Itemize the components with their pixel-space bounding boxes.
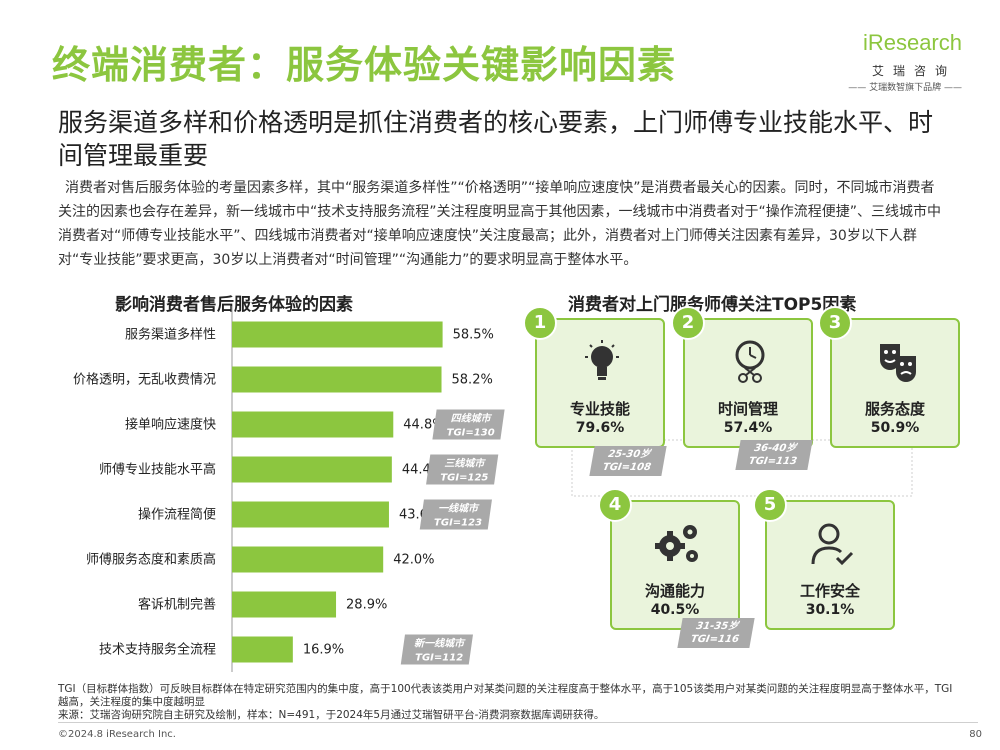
clock-scissors-icon <box>735 340 765 383</box>
page-title: 终端消费者：服务体验关键影响因素 <box>52 43 677 87</box>
bar-chart: 服务渠道多样性 58.5%价格透明，无乱收费情况 58.2%接单响应速度快 44.8%… <box>73 306 505 672</box>
card-value: 50.9% <box>870 420 920 436</box>
tag-line2: TGI=113 <box>747 456 798 467</box>
logo-brand: iResearch <box>862 30 962 55</box>
card-name: 时间管理 <box>717 400 778 418</box>
bar <box>232 366 442 393</box>
bottom-divider <box>58 722 978 723</box>
top5-tag-1: 25-30岁 TGI=108 <box>589 446 667 476</box>
tag-line1: 31-35岁 <box>695 621 740 632</box>
bar-category-label: 接单响应速度快 <box>125 417 216 433</box>
top5-card-5: 5 工作安全 30.1% <box>753 488 895 630</box>
bar <box>232 321 443 348</box>
top5-card-1: 1 专业技能 79.6% <box>523 306 665 448</box>
tgi-annotation <box>419 499 492 530</box>
tag-line2: TGI=116 <box>689 634 740 645</box>
footnote-source: 来源：艾瑞咨询研究院自主研究及绘制，样本：N=491，于2024年5月通过艾瑞智… <box>58 709 605 721</box>
tgi-annotation-city: 三线城市 <box>444 458 486 470</box>
bar-value-label: 28.9% <box>346 598 387 613</box>
bar-category-label: 价格透明，无乱收费情况 <box>73 372 216 388</box>
card-number: 4 <box>598 488 632 522</box>
bar-category-label: 操作流程简便 <box>138 507 216 523</box>
card-value: 40.5% <box>650 602 700 618</box>
bar <box>232 456 392 483</box>
card-value: 30.1% <box>805 602 855 618</box>
user-check-icon <box>811 523 854 566</box>
tgi-annotation-city: 新一线城市 <box>414 638 466 650</box>
card-number: 2 <box>671 306 705 340</box>
card-value: 79.6% <box>575 420 625 436</box>
gears-icon <box>655 525 698 562</box>
top5-card-3: 3 服务态度 50.9% <box>818 306 960 448</box>
top5-card-4: 4 沟通能力 40.5% <box>598 488 740 630</box>
tag-line1: 36-40岁 <box>753 443 798 454</box>
card-name: 工作安全 <box>799 582 860 600</box>
top5-tag-4: 31-35岁 TGI=116 <box>677 618 755 648</box>
bar-value-label: 42.0% <box>393 553 434 568</box>
tgi-annotation <box>432 409 505 440</box>
subtitle: 服务渠道多样和价格透明是抓住消费者的核心要素，上门师傅专业技能水平、时间管理最重… <box>58 108 934 170</box>
footnote-tgi: TGI（目标群体指数）可反映目标群体在特定研究范围内的集中度，高于100代表该类… <box>58 683 953 708</box>
tgi-annotation-city: 四线城市 <box>451 413 493 425</box>
bar <box>232 546 384 573</box>
lightbulb-icon <box>585 340 619 380</box>
card-number: 3 <box>818 306 852 340</box>
tgi-annotation-value: TGI=125 <box>440 473 488 484</box>
top5-card-2: 2 时间管理 57.4% <box>671 306 813 448</box>
bar <box>232 636 293 663</box>
tgi-annotation <box>426 454 499 485</box>
page-number: 80 <box>969 729 982 740</box>
card-name: 服务态度 <box>864 400 925 418</box>
bar-category-label: 师傅服务态度和素质高 <box>86 552 216 568</box>
tgi-annotation-value: TGI=123 <box>434 518 482 529</box>
description: 消费者对售后服务体验的考量因素多样，其中“服务渠道多样性”“价格透明”“接单响应… <box>58 180 942 268</box>
bar <box>232 591 337 618</box>
card-number: 1 <box>523 306 557 340</box>
tgi-annotation-city: 一线城市 <box>438 503 480 515</box>
tgi-annotation-value: TGI=112 <box>415 653 463 664</box>
top5-title: 消费者对上门服务师傅关注TOP5因素 <box>568 295 857 315</box>
tgi-annotation-value: TGI=130 <box>447 428 495 439</box>
bar-category-label: 服务渠道多样性 <box>125 327 216 343</box>
tag-line1: 25-30岁 <box>607 449 652 460</box>
bar-category-label: 师傅专业技能水平高 <box>99 462 216 478</box>
tgi-annotation <box>400 634 473 665</box>
bar-value-label: 58.5% <box>453 328 494 343</box>
top5-tag-2: 36-40岁 TGI=113 <box>735 440 813 470</box>
card-name: 沟通能力 <box>644 582 705 600</box>
bar <box>232 501 389 528</box>
logo-tagline: —— 艾瑞数智旗下品牌 —— <box>848 83 962 93</box>
bar-value-label: 16.9% <box>303 643 344 658</box>
card-number: 5 <box>753 488 787 522</box>
iresearch-logo: iResearch 艾瑞咨询 —— 艾瑞数智旗下品牌 —— <box>842 30 962 110</box>
theater-masks-icon <box>880 344 916 382</box>
copyright: ©2024.8 iResearch Inc. <box>58 729 176 740</box>
footnote: TGI（目标群体指数）可反映目标群体在特定研究范围内的集中度，高于100代表该类… <box>58 683 958 722</box>
card-name: 专业技能 <box>569 400 630 418</box>
bar <box>232 411 394 438</box>
bar-category-label: 客诉机制完善 <box>138 597 216 613</box>
card-value: 57.4% <box>723 420 773 436</box>
logo-sub: 艾瑞咨询 <box>871 64 956 78</box>
bar-chart-title: 影响消费者售后服务体验的因素 <box>115 295 353 315</box>
bar-value-label: 58.2% <box>452 373 493 388</box>
tag-line2: TGI=108 <box>601 462 652 473</box>
bar-category-label: 技术支持服务全流程 <box>99 642 216 658</box>
